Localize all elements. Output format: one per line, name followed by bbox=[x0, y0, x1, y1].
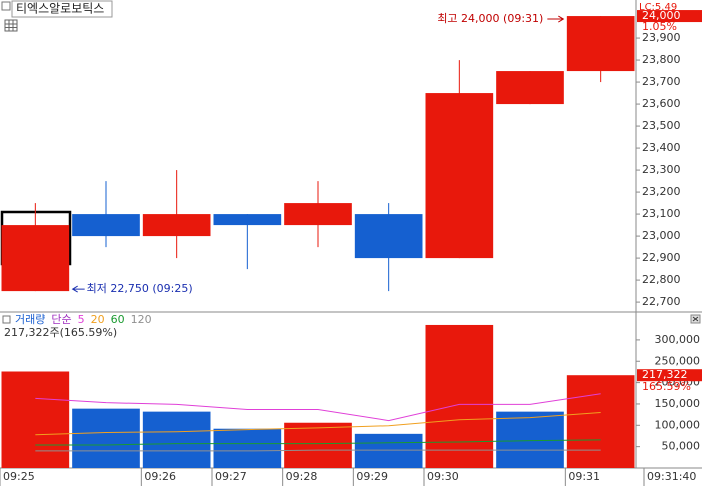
volume-bar bbox=[354, 433, 423, 468]
y-tick-label: 250,000 bbox=[655, 354, 701, 367]
ma-line bbox=[35, 411, 601, 436]
y-tick-label: 23,500 bbox=[642, 119, 681, 132]
y-tick-label: 50,000 bbox=[662, 440, 701, 453]
ma-line bbox=[35, 393, 601, 422]
y-tick-label: 100,000 bbox=[655, 418, 701, 431]
y-tick-label: 23,800 bbox=[642, 53, 681, 66]
x-end-label: 09:31:40 bbox=[647, 470, 696, 483]
pane-icon[interactable] bbox=[1, 1, 11, 11]
table-icon[interactable] bbox=[4, 19, 18, 32]
ma-line bbox=[35, 449, 601, 452]
volume-bar bbox=[1, 371, 70, 468]
y-tick-label: 23,100 bbox=[642, 207, 681, 220]
x-tick-label: 09:29 bbox=[356, 470, 388, 483]
legend-entry: 거래량 bbox=[15, 313, 45, 326]
legend-entry: 120 bbox=[131, 313, 152, 326]
volume-bar bbox=[496, 411, 564, 468]
volume-bar bbox=[566, 375, 635, 468]
pane-icon[interactable] bbox=[2, 315, 11, 324]
legend-entry: 20 bbox=[91, 313, 105, 326]
volume-bar bbox=[213, 428, 282, 468]
volume-info: 217,322주(165.59%) bbox=[4, 326, 117, 339]
y-tick-label: 23,400 bbox=[642, 141, 681, 154]
candle-body bbox=[354, 214, 423, 259]
high-annotation: 최고 24,000 (09:31) bbox=[437, 12, 543, 25]
title-box[interactable] bbox=[11, 0, 113, 18]
y-tick-label: 22,900 bbox=[642, 251, 681, 264]
volume-bar bbox=[142, 411, 211, 468]
candle-body bbox=[72, 214, 140, 237]
candle-body bbox=[1, 225, 70, 292]
y-tick-label: 300,000 bbox=[655, 333, 701, 346]
y-tick-label: 23,200 bbox=[642, 185, 681, 198]
x-tick-label: 09:27 bbox=[215, 470, 247, 483]
current-price: 24,000 bbox=[642, 9, 681, 22]
y-tick-label: 23,900 bbox=[642, 31, 681, 44]
volume-bar bbox=[425, 324, 494, 468]
stock-title: 티엑스알로보틱스 bbox=[16, 2, 104, 16]
candle-body bbox=[142, 214, 211, 237]
x-tick-label: 09:28 bbox=[286, 470, 318, 483]
current-volume: 217,322 bbox=[642, 368, 688, 381]
low-annotation: 최저 22,750 (09:25) bbox=[87, 282, 193, 295]
x-tick-label: 09:25 bbox=[3, 470, 35, 483]
candle-body bbox=[213, 214, 282, 226]
candle-body bbox=[284, 203, 352, 226]
y-tick-label: 23,600 bbox=[642, 97, 681, 110]
y-tick-label: 150,000 bbox=[655, 397, 701, 410]
x-tick-label: 09:26 bbox=[144, 470, 176, 483]
lc-label: LC:5.49 bbox=[639, 2, 677, 13]
y-tick-label: 23,700 bbox=[642, 75, 681, 88]
x-tick-label: 09:30 bbox=[427, 470, 459, 483]
table-icon-lines bbox=[5, 20, 17, 31]
y-tick-label: 23,300 bbox=[642, 163, 681, 176]
close-icon bbox=[692, 316, 699, 322]
legend-entry: 5 bbox=[78, 313, 85, 326]
volume-bar bbox=[72, 408, 140, 468]
candle-body bbox=[566, 16, 635, 72]
volume-bar bbox=[284, 422, 352, 468]
change-label: 1.05% bbox=[642, 20, 677, 33]
low-arrow bbox=[71, 285, 85, 293]
high-arrow bbox=[547, 15, 565, 23]
ma-line bbox=[35, 439, 601, 446]
y-tick-label: 23,000 bbox=[642, 229, 681, 242]
x-tick-label: 09:31 bbox=[568, 470, 600, 483]
candle-body bbox=[496, 71, 564, 105]
volume-ratio: 165.59% bbox=[642, 380, 691, 393]
legend-entry: 단순 bbox=[51, 313, 71, 326]
current-volume-box bbox=[637, 369, 702, 382]
candle-body bbox=[425, 93, 494, 259]
y-tick-label: 22,800 bbox=[642, 273, 681, 286]
current-price-box bbox=[637, 10, 702, 23]
legend-entry: 60 bbox=[111, 313, 125, 326]
y-tick-label: 22,700 bbox=[642, 295, 681, 308]
